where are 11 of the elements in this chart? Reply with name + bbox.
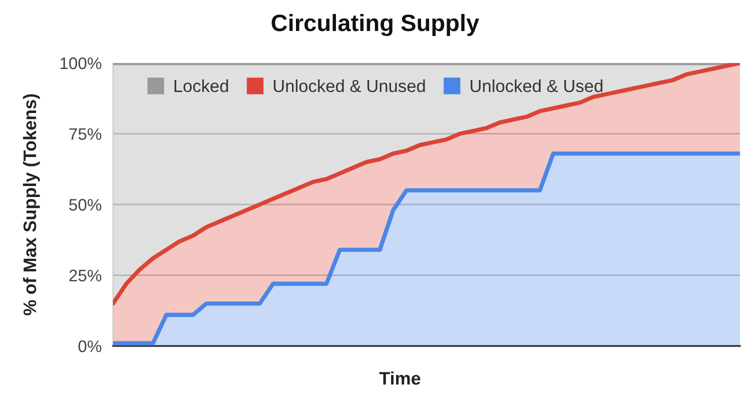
y-tick-label: 50%	[69, 198, 102, 211]
y-tick-label: 25%	[69, 270, 102, 282]
y-axis-title: % of Max Supply (Tokens)	[22, 94, 40, 316]
legend-label: Unlocked & Used	[470, 79, 602, 92]
x-axis-title: Time	[379, 371, 420, 385]
legend-label: Locked	[174, 79, 228, 92]
y-tick-label: 100%	[60, 57, 102, 70]
y-tick-label: 75%	[69, 128, 102, 140]
y-tick-label: 0%	[78, 340, 102, 352]
chart-title: Circulating Supply	[272, 14, 480, 36]
legend-label: Unlocked & Unused	[274, 79, 425, 92]
